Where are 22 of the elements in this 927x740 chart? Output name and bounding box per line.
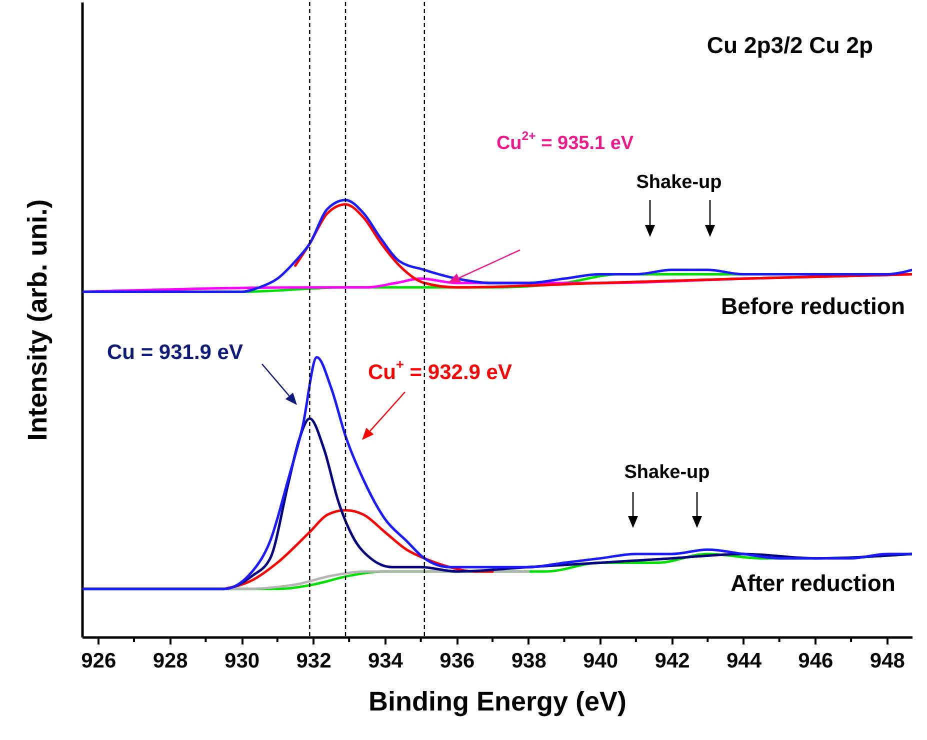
annotation: Before reduction [720, 293, 906, 319]
x-tick-label: 928 [152, 650, 188, 672]
x-tick-label: 938 [511, 650, 547, 672]
text: Cu$^{2+}$ = 935.1 eV [496, 129, 634, 154]
text: Shake-up [636, 172, 722, 192]
x-tick-label: 934 [368, 650, 404, 672]
y-axis-title: Intensity (arb. uni.) [22, 199, 52, 441]
annotation: Cu$^{+}$ = 932.9 eV [368, 357, 512, 384]
x-tick-label: 944 [726, 650, 762, 672]
x-tick-label: 932 [296, 650, 332, 672]
x-axis-title: Binding Energy (eV) [368, 686, 627, 716]
annotation: After reduction [730, 570, 896, 596]
x-tick-label: 936 [440, 650, 475, 672]
x-tick-label: 946 [798, 650, 834, 672]
x-tick-label: 930 [224, 650, 260, 672]
annotation: Cu = 931.9 eV [107, 340, 243, 364]
annotation: Shake-up [624, 462, 710, 482]
text: Cu 2p3/2 Cu 2p [706, 32, 874, 58]
x-tick-label: 948 [870, 650, 906, 672]
x-tick-label: 942 [654, 650, 690, 672]
x-tick-label: 940 [583, 650, 618, 672]
x-tick-label: 926 [81, 650, 116, 672]
